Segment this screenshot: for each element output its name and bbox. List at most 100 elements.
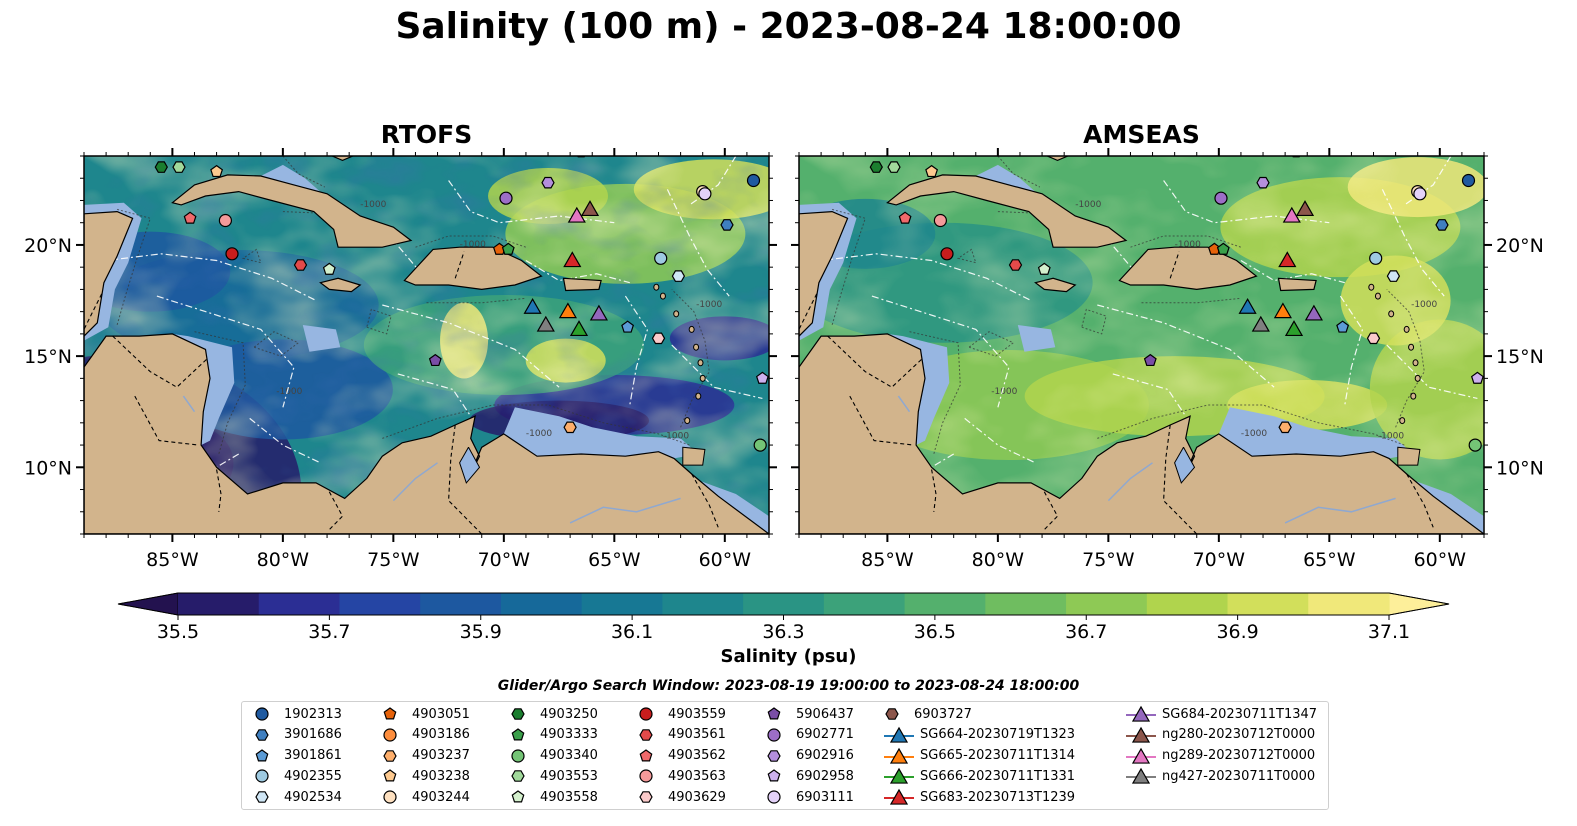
obs-3901861 (1336, 320, 1350, 333)
lat-tick-label: 10°N (24, 457, 72, 479)
legend-marker-hexagon (383, 749, 397, 762)
legend-marker-circle (639, 769, 653, 783)
colorbar-label: Salinity (psu) (720, 646, 857, 667)
search-window-text: Glider/Argo Search Window: 2023-08-19 19… (497, 678, 1080, 694)
lake-maracaibo (459, 447, 481, 484)
isobath-1000 (382, 404, 690, 446)
colorbar-bin (500, 593, 583, 615)
colorbar-bin (904, 593, 986, 615)
colorbar-tick-label: 36.5 (914, 621, 956, 643)
legend-marker-circle (255, 707, 269, 721)
legend-marker-hexagon (511, 708, 525, 720)
colorbar-bin (1308, 593, 1390, 615)
eez-boundary (871, 295, 1010, 408)
eez-boundary (1339, 295, 1364, 406)
land-island (697, 359, 704, 367)
shallow-water (172, 333, 235, 446)
legend-marker-pentagon (511, 728, 525, 741)
legend-marker-hexagon (255, 791, 269, 803)
land-island (699, 374, 706, 382)
legend-item: 5906437 (766, 704, 854, 724)
obs-4903250 (154, 161, 168, 173)
obs-SG683-20230713T1239 (1278, 251, 1297, 268)
legend-label: 6902771 (796, 727, 854, 743)
legend-marker-triangle-line (1126, 726, 1156, 743)
legend-label: 4903559 (668, 706, 726, 722)
legend-label: 3901861 (284, 748, 342, 764)
lat-tick-label: 15°N (24, 346, 72, 368)
obs-ng280-20230712T0000 (580, 200, 600, 217)
land-island (1408, 343, 1415, 351)
panel-title-amseas: AMSEAS (1083, 120, 1200, 149)
obs-4903237 (1278, 421, 1292, 434)
colorbar-bin (1227, 593, 1309, 615)
legend-item: ng427-20230711T0000 (1126, 766, 1315, 786)
obs-SG666-20230711T1331 (1284, 320, 1304, 337)
obs-4903629 (651, 332, 666, 345)
land-island (695, 392, 702, 400)
colorbar-tick-label: 36.1 (611, 621, 653, 643)
colorbar-tick-label: 35.5 (157, 621, 199, 643)
obs-4903562 (183, 211, 197, 224)
obs-4903563 (218, 213, 232, 228)
lat-tick-label: 15°N (1496, 346, 1544, 368)
land-centralSA (799, 333, 1484, 534)
eez-boundary (448, 180, 615, 224)
lake-maracaibo (1174, 447, 1196, 484)
legend-label: SG664-20230719T1323 (920, 727, 1076, 743)
land-hispaniola (1118, 246, 1258, 291)
eez-boundary (1097, 304, 1275, 388)
eez-boundary (525, 259, 630, 284)
land-island (1388, 310, 1395, 318)
obs-4903237 (563, 421, 577, 434)
legend-marker-pentagon (639, 748, 653, 762)
isobath-label: -1000 (1411, 300, 1437, 310)
legend-label: 4902355 (284, 768, 342, 784)
obs-4903340 (1468, 438, 1482, 452)
eez-boundary (249, 417, 321, 464)
legend-item: 6902916 (766, 746, 854, 766)
country-border (454, 251, 465, 279)
legend-item: 4903561 (638, 725, 726, 745)
shallow-water (503, 407, 699, 459)
colorbar-bin (662, 593, 744, 615)
legend-marker-pentagon (383, 769, 397, 782)
colorbar-tick-label: 36.7 (1065, 621, 1107, 643)
country-border (1163, 424, 1198, 534)
isobath-1000 (415, 235, 527, 248)
colorbar-extend-high (1388, 592, 1450, 616)
legend-item: ng280-20230712T0000 (1126, 725, 1315, 745)
obs-4902355 (654, 251, 668, 265)
colorbar-bin (339, 593, 421, 615)
obs-4903333 (1216, 242, 1230, 255)
land-island (693, 343, 700, 351)
legend-label: 4903051 (412, 706, 470, 722)
obs-6902916 (541, 176, 555, 189)
obs-ng427-20230711T0000 (536, 315, 555, 332)
obs-4903238 (925, 164, 939, 178)
legend-item: 4903562 (638, 746, 726, 766)
legend-marker-pentagon (255, 748, 269, 762)
legend-label: 4903553 (540, 768, 598, 784)
legend-marker-hexagon (255, 728, 269, 741)
country-border (134, 395, 199, 446)
eez-boundary (1381, 189, 1445, 297)
isobath-1000 (909, 331, 961, 455)
isobath-1000 (194, 331, 246, 455)
eez-boundary (671, 344, 763, 399)
legend-label: 4903244 (412, 789, 470, 805)
obs-4903558 (1037, 262, 1051, 275)
legend-marker-circle (511, 748, 525, 763)
legend-label: 4903629 (668, 789, 726, 805)
map-frame (798, 155, 1485, 535)
legend-marker-circle (639, 707, 653, 721)
legend-marker-pentagon (383, 707, 397, 720)
obs-4902534 (671, 270, 686, 282)
colorbar-tick-label: 36.9 (1216, 621, 1258, 643)
isobath-1000 (116, 208, 151, 326)
legend-marker-triangle-line (884, 747, 914, 764)
legend-item: 4903244 (382, 787, 470, 807)
land-island (684, 417, 691, 425)
legend-label: 6902916 (796, 748, 854, 764)
colorbar: 35.5 35.7 35.9 36.1 36.3 36.5 36.7 36.9 37.1 (117, 592, 1450, 643)
